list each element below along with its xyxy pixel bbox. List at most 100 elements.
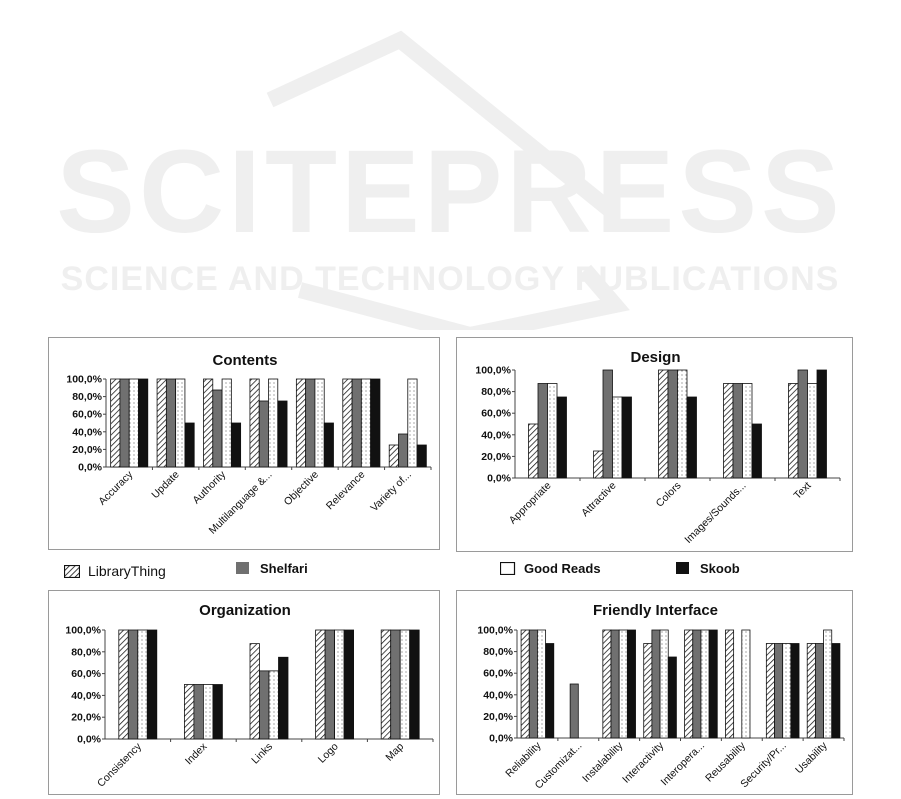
bar-good-reads xyxy=(618,629,628,739)
bar-good-reads xyxy=(677,369,688,479)
bar-skoob xyxy=(831,643,841,739)
bar-shelfari xyxy=(569,683,579,739)
bar-shelfari xyxy=(351,378,362,468)
bar-shelfari xyxy=(602,369,613,479)
x-tick-label: Logo xyxy=(316,741,341,766)
bar-skoob xyxy=(277,400,288,468)
chart-panel-friendly-interface: Friendly Interface 0,0% 20,0% 40,0% 60,0% 80,… xyxy=(456,590,853,795)
bar-shelfari xyxy=(651,629,661,739)
y-tick-label: 60,0% xyxy=(71,668,101,680)
bar-librarything xyxy=(643,643,653,739)
watermark-arrow-top xyxy=(266,30,616,217)
bar-shelfari xyxy=(528,629,538,739)
bar-librarything xyxy=(203,378,214,468)
legend-label: Shelfari xyxy=(260,561,308,576)
legend-swatch-dots xyxy=(500,562,516,575)
bar-skoob xyxy=(184,422,195,468)
bar-good-reads xyxy=(399,629,411,740)
bar-shelfari xyxy=(193,684,204,740)
bar-skoob xyxy=(212,684,223,740)
y-tick-label: 20,0% xyxy=(72,444,102,456)
bar-librarything xyxy=(520,629,530,739)
bar-shelfari xyxy=(305,378,316,468)
x-tick-label: Colors xyxy=(654,480,684,510)
bar-good-reads xyxy=(268,378,279,468)
bar-skoob xyxy=(343,629,355,740)
bar-good-reads xyxy=(659,629,669,739)
bar-shelfari xyxy=(212,389,223,468)
y-tick-label: 20,0% xyxy=(483,711,513,723)
watermark-subtitle: SCIENCE AND TECHNOLOGY PUBLICATIONS xyxy=(61,260,840,298)
x-tick-label: Reliability xyxy=(503,739,544,780)
bar-good-reads xyxy=(547,383,558,479)
y-tick-label: 80,0% xyxy=(481,386,511,398)
watermark-logo: SCITEPRESS SCIENCE AND TECHNOLOGY PUBLIC… xyxy=(56,30,844,330)
x-tick-label: Interopera... xyxy=(659,740,708,789)
watermark-title: SCITEPRESS xyxy=(56,126,844,258)
bar-librarything xyxy=(602,629,612,739)
bar-librarything xyxy=(528,423,539,479)
bar-librarything xyxy=(249,378,260,468)
bar-skoob xyxy=(816,369,827,479)
bar-good-reads xyxy=(612,396,623,479)
x-tick-label: Map xyxy=(383,741,406,764)
bar-shelfari xyxy=(814,643,824,739)
bar-good-reads xyxy=(202,684,214,740)
bar-librarything xyxy=(684,629,694,739)
bar-skoob xyxy=(230,422,242,468)
x-tick-label: Update xyxy=(149,469,182,502)
y-tick-label: 0,0% xyxy=(487,473,512,485)
y-tick-label: 100,0% xyxy=(65,625,101,637)
bar-skoob xyxy=(409,629,420,740)
bar-librarything xyxy=(658,369,669,479)
x-tick-label: Links xyxy=(249,741,275,767)
bar-librarything xyxy=(765,643,775,739)
legend-label: LibraryThing xyxy=(88,563,166,579)
contents-chart: Contents 0,0% 20,0% 40,0% 60,0% 80,0% 100,0% Ac… xyxy=(66,352,432,537)
bar-librarything xyxy=(388,444,399,468)
y-tick-label: 60,0% xyxy=(481,408,511,420)
x-tick-label: Variety of... xyxy=(368,469,413,514)
y-tick-label: 0,0% xyxy=(78,462,103,474)
bar-skoob xyxy=(708,629,718,739)
bar-good-reads xyxy=(742,383,753,479)
bar-librarything xyxy=(110,378,121,468)
bar-skoob xyxy=(138,378,149,468)
x-tick-label: Usability xyxy=(793,739,830,776)
bar-librarything xyxy=(118,629,129,740)
bar-shelfari xyxy=(732,383,743,479)
y-tick-label: 100,0% xyxy=(475,365,511,377)
x-tick-label: Accuracy xyxy=(96,468,136,508)
y-tick-label: 40,0% xyxy=(483,689,513,701)
bar-skoob xyxy=(667,656,677,739)
bar-librarything xyxy=(806,643,816,739)
y-tick-label: 100,0% xyxy=(477,625,513,637)
bar-shelfari xyxy=(537,383,548,479)
x-tick-label: Attractive xyxy=(579,480,619,520)
bar-librarything xyxy=(593,450,604,479)
y-tick-label: 40,0% xyxy=(481,429,511,441)
bar-good-reads xyxy=(807,383,818,479)
legend-label: Skoob xyxy=(700,561,740,576)
bar-shelfari xyxy=(692,629,702,739)
legend-item-librarything: LibraryThing xyxy=(64,563,166,579)
bar-skoob xyxy=(751,423,762,479)
friendly-interface-chart: Friendly Interface 0,0% 20,0% 40,0% 60,0% 80,… xyxy=(477,602,845,791)
bar-librarything xyxy=(295,378,307,468)
y-tick-label: 40,0% xyxy=(71,690,101,702)
chart-panel-design: Design 0,0% 20,0% 40,0% 60,0% 80,0% 100,0% Appr… xyxy=(456,337,853,552)
legend-item-skoob: Skoob xyxy=(676,561,740,576)
bar-skoob xyxy=(686,396,697,479)
bar-good-reads xyxy=(175,378,186,468)
bar-skoob xyxy=(370,378,381,468)
x-tick-label: Authority xyxy=(190,468,228,506)
y-tick-label: 0,0% xyxy=(77,734,102,746)
chart-panel-organization: Organization 0,0% 20,0% 40,0% 60,0% 80,0% 100,… xyxy=(48,590,440,795)
bar-shelfari xyxy=(119,378,130,468)
x-tick-label: Images/Sounds... xyxy=(682,480,748,546)
bar-good-reads xyxy=(314,378,325,468)
bar-librarything xyxy=(249,643,260,740)
y-tick-label: 20,0% xyxy=(71,712,101,724)
y-tick-label: 80,0% xyxy=(483,646,513,658)
bar-shelfari xyxy=(259,670,270,740)
